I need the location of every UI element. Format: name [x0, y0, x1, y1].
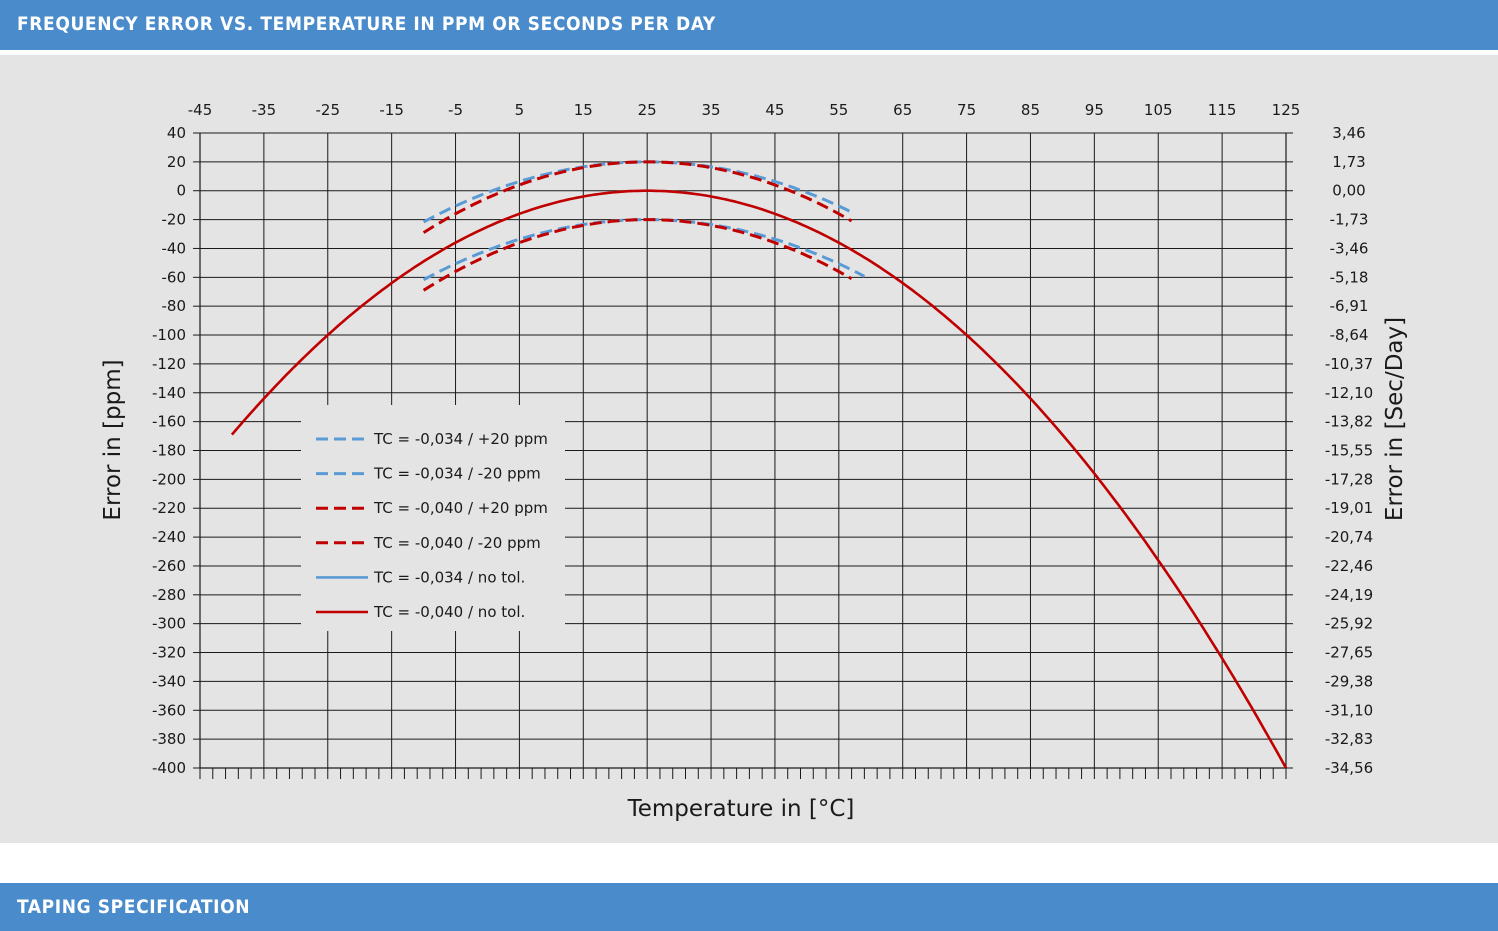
y-tick-label: 0 — [176, 182, 186, 200]
x-tick-label: -5 — [448, 101, 463, 119]
legend-label: TC = -0,040 / -20 ppm — [373, 534, 541, 552]
series-line-1 — [422, 218, 866, 282]
series-line-2 — [422, 160, 853, 234]
legend-label: TC = -0,040 / no tol. — [373, 603, 525, 621]
y-tick-label: -300 — [152, 615, 186, 633]
y2-tick-label: -22,46 — [1325, 557, 1373, 575]
x-tick-label: 75 — [957, 101, 976, 119]
legend-box — [301, 405, 565, 631]
legend: TC = -0,034 / +20 ppm TC = -0,034 / -20 p… — [301, 405, 565, 631]
x-tick-label: 45 — [765, 101, 784, 119]
y2-tick-label: -13,82 — [1325, 413, 1373, 431]
y-tick-label: -320 — [152, 644, 186, 662]
series-line-3 — [422, 218, 853, 292]
x-axis-title: Temperature in [°C] — [627, 796, 855, 822]
legend-label: TC = -0,034 / -20 ppm — [373, 465, 541, 483]
y2-tick-label: -12,10 — [1325, 384, 1373, 402]
x-tick-label: 25 — [638, 101, 657, 119]
series-line-5 — [230, 189, 1288, 769]
y-tick-label: -180 — [152, 442, 186, 460]
footer-title: TAPING SPECIFICATION — [17, 896, 251, 918]
y2-tick-label: 3,46 — [1332, 124, 1365, 142]
x-tick-label: 5 — [515, 101, 525, 119]
x-tick-label: -35 — [252, 101, 277, 119]
y2-tick-label: -15,55 — [1325, 442, 1373, 460]
y2-tick-label: -29,38 — [1325, 672, 1373, 690]
legend-label: TC = -0,034 / no tol. — [373, 568, 525, 586]
y2-tick-label: -8,64 — [1330, 326, 1369, 344]
legend-label: TC = -0,040 / +20 ppm — [373, 499, 548, 517]
y-tick-label: -260 — [152, 557, 186, 575]
x-tick-label: -15 — [379, 101, 404, 119]
legend-label: TC = -0,034 / +20 ppm — [373, 430, 548, 448]
chart-panel — [0, 55, 1498, 843]
y2-tick-label: -25,92 — [1325, 615, 1373, 633]
y-tick-label: -200 — [152, 470, 186, 488]
y-tick-label: -380 — [152, 730, 186, 748]
y2-tick-label: -34,56 — [1325, 759, 1373, 777]
y-tick-label: 20 — [167, 153, 186, 171]
y2-tick-label: -32,83 — [1325, 730, 1373, 748]
y-tick-label: -400 — [152, 759, 186, 777]
y2-tick-label: -20,74 — [1325, 528, 1373, 546]
y-tick-label: -20 — [162, 211, 187, 229]
y-axis-title: Error in [ppm] — [100, 359, 126, 520]
y-tick-label: -160 — [152, 413, 186, 431]
y2-tick-label: 0,00 — [1332, 182, 1365, 200]
x-tick-labels: -45 -35 -25 -15 -5 5 15 25 35 45 55 65 75 85 95 105 115 1… — [188, 101, 1301, 119]
x-tick-label: 125 — [1272, 101, 1301, 119]
x-tick-label: 115 — [1208, 101, 1237, 119]
x-tick-label: 55 — [829, 101, 848, 119]
y-tick-label: -100 — [152, 326, 186, 344]
footer-bar: TAPING SPECIFICATION — [0, 883, 1498, 931]
y-tick-label: -80 — [162, 297, 187, 315]
y2-tick-label: -10,37 — [1325, 355, 1373, 373]
series-line-0 — [422, 160, 853, 224]
y2-tick-label: -3,46 — [1330, 239, 1369, 257]
x-tick-label: -25 — [316, 101, 341, 119]
x-tick-label: 95 — [1085, 101, 1104, 119]
header-bar: FREQUENCY ERROR VS. TEMPERATURE IN PPM O… — [0, 0, 1498, 50]
x-tick-label: 65 — [893, 101, 912, 119]
y-tick-label: -40 — [162, 239, 187, 257]
x-tick-label: -45 — [188, 101, 213, 119]
y2-tick-label: -24,19 — [1325, 586, 1373, 604]
y-tick-labels: 40 20 0 -20 -40 -60 -80 -100 -120 -140 -160 -180 -20… — [152, 124, 186, 777]
x-tick-label: 85 — [1021, 101, 1040, 119]
series — [230, 160, 1288, 769]
y-tick-label: -360 — [152, 701, 186, 719]
y2-tick-label: -31,10 — [1325, 701, 1373, 719]
x-tick-label: 15 — [574, 101, 593, 119]
y2-tick-label: -19,01 — [1325, 499, 1373, 517]
y2-tick-label: -6,91 — [1330, 297, 1369, 315]
x-tick-label: 35 — [702, 101, 721, 119]
y2-tick-label: -27,65 — [1325, 644, 1373, 662]
x-tick-label: 105 — [1144, 101, 1173, 119]
y2-tick-label: -5,18 — [1330, 268, 1369, 286]
x-minor-ticks — [199, 768, 1287, 779]
y-tick-label: 40 — [167, 124, 186, 142]
y2-tick-labels: 3,46 1,73 0,00 -1,73 -3,46 -5,18 -6,91 -8,64 -10… — [1325, 124, 1373, 777]
header-title: FREQUENCY ERROR VS. TEMPERATURE IN PPM O… — [17, 13, 716, 35]
y2-tick-label: 1,73 — [1332, 153, 1365, 171]
y2-tick-label: -17,28 — [1325, 470, 1373, 488]
y-tick-label: -280 — [152, 586, 186, 604]
y-tick-label: -60 — [162, 268, 187, 286]
y-tick-label: -140 — [152, 384, 186, 402]
y-tick-label: -220 — [152, 499, 186, 517]
y-tick-label: -340 — [152, 672, 186, 690]
y2-tick-label: -1,73 — [1330, 211, 1369, 229]
y2-axis-title: Error in [Sec/Day] — [1382, 317, 1408, 521]
y-tick-label: -120 — [152, 355, 186, 373]
y-tick-label: -240 — [152, 528, 186, 546]
